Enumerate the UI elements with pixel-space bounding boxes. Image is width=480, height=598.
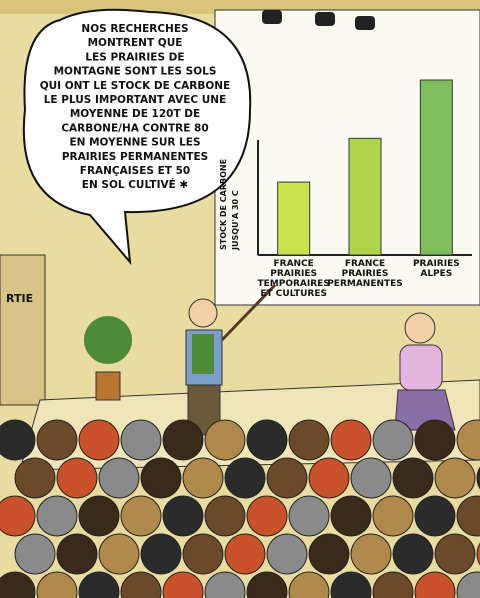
- bubble-line: PRAIRIES PERMANENTES: [62, 151, 208, 163]
- audience-head: [163, 496, 203, 536]
- audience-head: [393, 534, 433, 574]
- audience-head: [79, 420, 119, 460]
- bubble-line: FRANÇAISES ET 50: [80, 165, 190, 177]
- bubble-line: LES PRAIRIES DE: [85, 51, 184, 63]
- audience-head: [163, 420, 203, 460]
- audience-head: [415, 420, 455, 460]
- audience-head: [183, 534, 223, 574]
- audience-head: [99, 534, 139, 574]
- audience-head: [205, 496, 245, 536]
- audience-head: [309, 458, 349, 498]
- x-tick-label: FRANCE: [273, 259, 313, 269]
- x-tick-label: ET CULTURES: [260, 289, 327, 299]
- audience-head: [247, 496, 287, 536]
- bar: [420, 80, 452, 255]
- audience-head: [37, 496, 77, 536]
- audience-head: [435, 458, 475, 498]
- audience-head: [121, 420, 161, 460]
- audience-head: [141, 534, 181, 574]
- audience-head: [37, 420, 77, 460]
- x-tick-label: PRAIRIES: [270, 269, 317, 279]
- bubble-line: EN MOYENNE SUR LES: [69, 137, 200, 149]
- door-sign: RTIE: [6, 292, 33, 305]
- audience-head: [247, 420, 287, 460]
- audience-head: [289, 496, 329, 536]
- x-tick-label: FRANCE: [345, 259, 385, 269]
- audience-head: [267, 458, 307, 498]
- bubble-line: MONTAGNE SONT LES SOLS: [54, 66, 217, 78]
- audience-head: [15, 458, 55, 498]
- audience-head: [435, 534, 475, 574]
- bubble-line: MOYENNE DE 120T DE: [70, 108, 200, 120]
- audience-head: [351, 534, 391, 574]
- bar: [278, 182, 310, 255]
- x-tick-label: PRAIRIES: [413, 259, 460, 269]
- audience-head: [57, 534, 97, 574]
- audience-head: [331, 496, 371, 536]
- bubble-line: LE PLUS IMPORTANT AVEC UNE: [44, 94, 227, 106]
- x-tick-label: TEMPORAIRES: [258, 279, 330, 289]
- audience-head: [373, 420, 413, 460]
- bubble-line: MONTRENT QUE: [88, 37, 183, 49]
- audience-head: [225, 534, 265, 574]
- audience-head: [57, 458, 97, 498]
- audience-head: [289, 420, 329, 460]
- bubble-line: EN SOL CULTIVÉ ✱: [82, 178, 188, 191]
- audience-head: [141, 458, 181, 498]
- x-tick-label: PRAIRIES: [342, 269, 389, 279]
- comic-panel: RTIE NOS RECHERCHES MONTRENT QUE LES PRAIR…: [0, 0, 480, 598]
- audience-head: [267, 534, 307, 574]
- audience-head: [373, 496, 413, 536]
- audience-head: [0, 420, 35, 460]
- x-tick-label: ALPES: [420, 269, 452, 279]
- audience-head: [415, 496, 455, 536]
- audience-head: [351, 458, 391, 498]
- y-axis-label: JUSQU'A 30 C: [231, 190, 240, 251]
- audience-head: [0, 496, 35, 536]
- audience-head: [121, 496, 161, 536]
- audience-head: [309, 534, 349, 574]
- audience-head: [225, 458, 265, 498]
- audience-head: [331, 420, 371, 460]
- bubble-line: QUI ONT LE STOCK DE CARBONE: [40, 80, 231, 92]
- door: [0, 255, 45, 405]
- y-axis-label: STOCK DE CARBONE: [219, 159, 228, 250]
- audience-head: [15, 534, 55, 574]
- bubble-line: CARBONE/HA CONTRE 80: [61, 122, 208, 134]
- audience-head: [79, 496, 119, 536]
- audience-head: [205, 420, 245, 460]
- bar: [349, 138, 381, 255]
- audience-head: [393, 458, 433, 498]
- audience: [0, 420, 480, 598]
- bubble-line: NOS RECHERCHES: [81, 23, 188, 35]
- audience-head: [99, 458, 139, 498]
- x-tick-label: PERMANENTES: [327, 279, 403, 289]
- audience-head: [183, 458, 223, 498]
